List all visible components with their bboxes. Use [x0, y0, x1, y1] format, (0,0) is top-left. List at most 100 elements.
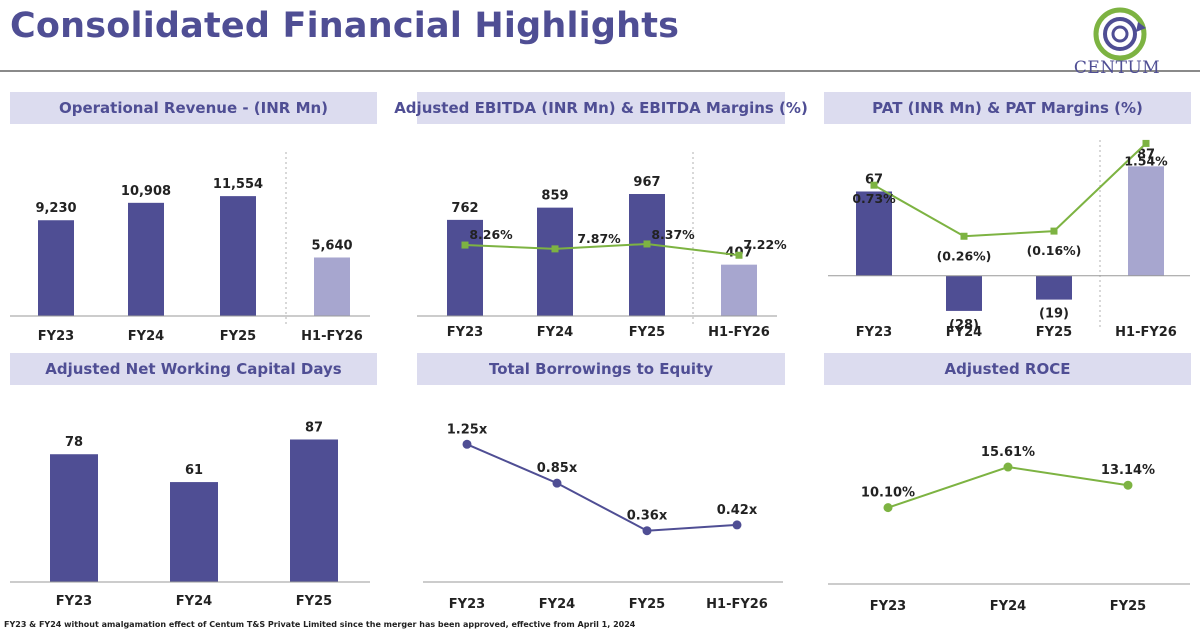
borrowings-data-label: 0.85x	[537, 461, 578, 476]
pat-tick-label: H1-FY26	[1115, 325, 1177, 340]
revenue-data-label: 9,230	[35, 201, 76, 216]
revenue-panel-title: Operational Revenue - (INR Mn)	[10, 92, 377, 124]
revenue-data-label: 5,640	[311, 238, 352, 253]
pat-margin-line	[873, 142, 1147, 238]
pat-bar-FY23	[856, 191, 892, 276]
roce-point-FY25	[1123, 480, 1133, 490]
pat-margin-marker	[960, 232, 968, 240]
pat-chart: 67 FY23 (28)FY24 (19) FY25 87 H1-FY26 0.73% (0.2…	[828, 139, 1190, 340]
revenue-tick-label: H1-FY26	[301, 329, 363, 344]
nwc-tick-label: FY23	[56, 594, 92, 609]
pat-data-label: 67	[865, 172, 883, 187]
pat-margin-label: 0.73%	[852, 191, 896, 206]
roce-data-label: 10.10%	[861, 486, 915, 501]
borrowings-tick-label: H1-FY26	[706, 597, 768, 612]
ebitda-margin-label: 7.87%	[577, 231, 621, 246]
borrowings-point-H1-FY26	[732, 520, 742, 530]
borrowings-point-FY24	[552, 478, 562, 488]
pat-bar-FY24	[946, 275, 982, 311]
roce-line	[887, 466, 1129, 509]
ebitda-bar-FY25	[629, 194, 665, 316]
centum-logo-icon	[1093, 7, 1147, 61]
pat-tick-label: FY25	[1036, 325, 1072, 340]
nwc-tick-label: FY25	[296, 594, 332, 609]
nwc-panel-title: Adjusted Net Working Capital Days	[10, 353, 377, 385]
revenue-chart: 9,230 FY23 10,908 FY24 11,554 FY25 5,640 H1-FY2…	[10, 152, 370, 344]
pat-margin-marker	[1142, 139, 1150, 147]
revenue-bar-FY23	[38, 220, 74, 316]
ebitda-tick-label: FY25	[629, 325, 665, 340]
pat-margin-label: 1.54%	[1124, 153, 1168, 168]
ebitda-margin-marker	[461, 241, 469, 249]
ebitda-data-label: 859	[541, 189, 568, 204]
revenue-bar-FY24	[128, 202, 164, 316]
ebitda-margin-marker	[551, 245, 559, 253]
roce-chart: 10.10% FY23 15.61% FY24 13.14% FY25	[828, 445, 1190, 614]
ebitda-margin-line	[464, 242, 740, 257]
roce-data-label: 13.14%	[1101, 463, 1155, 478]
borrowings-data-label: 0.36x	[627, 509, 668, 524]
borrowings-data-label: 1.25x	[447, 422, 488, 437]
borrowings-line	[466, 443, 738, 532]
pat-bar-H1-FY26	[1128, 166, 1164, 276]
borrowings-tick-label: FY23	[449, 597, 485, 612]
ebitda-margin-label: 8.37%	[651, 227, 695, 242]
pat-margin-marker	[870, 181, 878, 189]
pat-data-label: (19)	[1039, 307, 1069, 322]
ebitda-bar-H1-FY26	[721, 264, 757, 316]
borrowings-point-FY25	[642, 526, 652, 536]
borrowings-chart: 1.25x FY23 0.85x FY24 0.36x FY25 0.42x H1-FY26	[423, 422, 783, 612]
revenue-tick-label: FY23	[38, 329, 74, 344]
pat-tick-label: FY24	[946, 325, 982, 340]
ebitda-margin-marker	[643, 240, 651, 248]
pat-margin-label: (0.26%)	[937, 248, 992, 263]
borrowings-tick-label: FY25	[629, 597, 665, 612]
nwc-bar-FY23	[50, 454, 98, 582]
roce-point-FY24	[1003, 462, 1013, 472]
nwc-data-label: 87	[305, 420, 323, 435]
roce-tick-label: FY23	[870, 599, 906, 614]
ebitda-chart: 762FY23859FY24967FY25407H1-FY268.26%7.87…	[417, 152, 787, 340]
nwc-chart: 78 FY23 61 FY24 87 FY25	[10, 420, 370, 609]
logo-text: CENTUM	[1073, 58, 1161, 78]
nwc-data-label: 61	[185, 463, 203, 478]
pat-panel-title: PAT (INR Mn) & PAT Margins (%)	[824, 92, 1191, 124]
roce-point-FY23	[883, 503, 893, 513]
ebitda-panel-title: Adjusted EBITDA (INR Mn) & EBITDA Margin…	[394, 92, 808, 124]
page-title: Consolidated Financial Highlights	[10, 6, 680, 46]
roce-tick-label: FY25	[1110, 599, 1146, 614]
roce-panel-title: Adjusted ROCE	[824, 353, 1191, 385]
revenue-data-label: 10,908	[121, 184, 171, 199]
pat-margin-label: (0.16%)	[1027, 243, 1082, 258]
ebitda-tick-label: H1-FY26	[708, 325, 770, 340]
borrowings-panel-title: Total Borrowings to Equity	[417, 353, 785, 385]
nwc-tick-label: FY24	[176, 594, 212, 609]
nwc-data-label: 78	[65, 435, 83, 450]
ebitda-bar-FY24	[537, 207, 573, 316]
ebitda-tick-label: FY24	[537, 325, 573, 340]
borrowings-point-FY23	[462, 439, 472, 449]
ebitda-margin-marker	[735, 251, 743, 259]
revenue-tick-label: FY24	[128, 329, 164, 344]
revenue-bar-H1-FY26	[314, 257, 350, 316]
pat-data-label: (28)	[949, 318, 979, 333]
ebitda-data-label: 762	[451, 201, 478, 216]
nwc-bar-FY24	[170, 482, 218, 582]
ebitda-margin-label: 8.26%	[469, 227, 513, 242]
pat-tick-label: FY23	[856, 325, 892, 340]
ebitda-tick-label: FY23	[447, 325, 483, 340]
ebitda-data-label: 967	[633, 175, 660, 190]
ebitda-bar-FY23	[447, 219, 483, 316]
roce-data-label: 15.61%	[981, 445, 1035, 460]
borrowings-tick-label: FY24	[539, 597, 575, 612]
pat-data-label: 87	[1137, 147, 1155, 162]
title-divider	[0, 70, 1200, 72]
nwc-bar-FY25	[290, 439, 338, 582]
revenue-tick-label: FY25	[220, 329, 256, 344]
revenue-bar-FY25	[220, 196, 256, 316]
pat-bar-FY25	[1036, 275, 1072, 300]
footnote: FY23 & FY24 without amalgamation effect …	[4, 620, 636, 629]
borrowings-data-label: 0.42x	[717, 503, 758, 518]
ebitda-margin-label: 7.22%	[743, 237, 787, 252]
roce-tick-label: FY24	[990, 599, 1026, 614]
